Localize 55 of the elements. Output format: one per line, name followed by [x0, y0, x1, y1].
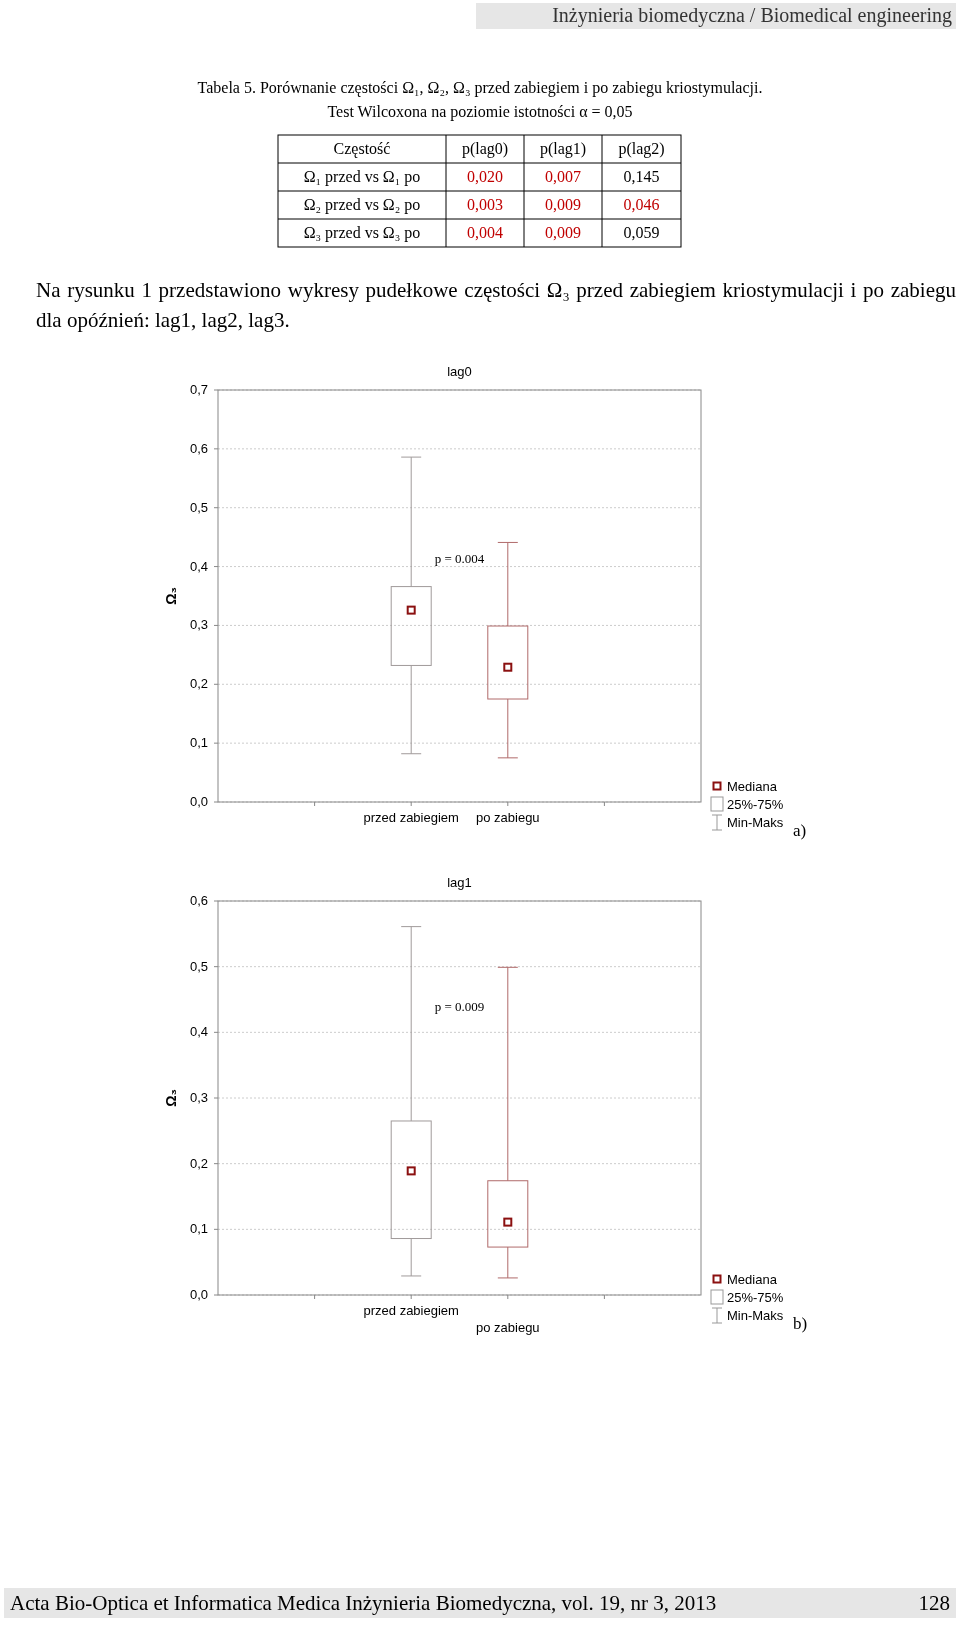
text: 25%-75%: [727, 1290, 784, 1305]
y-tick-label: 0,2: [189, 676, 208, 692]
category-label: Ω₁ przed vs Ω₁ po: [303, 168, 421, 185]
category-label: p(lag0): [461, 140, 509, 158]
text: 0,003: [467, 196, 503, 213]
text: 0,059: [623, 224, 660, 241]
text: 0,004: [467, 224, 503, 241]
text: 0,145: [623, 168, 660, 185]
text: Test Wilcoxona na poziomie istotności α = 0,05: [327, 103, 633, 121]
category-label: Ω₃ przed vs Ω₃ po: [303, 224, 421, 241]
text: Min-Maks: [727, 815, 784, 830]
y-axis-title: Ω₃: [163, 1089, 179, 1107]
text: Na rysunku 1 przedstawiono wykresy pudełkowe częstości Ω₃ przed zabiegiem kriostymulacji i po zabiegu dla opóźnień: lag1, lag2, lag3.: [36, 277, 956, 334]
text: Mediana: [727, 1272, 778, 1287]
text: Mediana: [727, 779, 778, 794]
y-tick-label: 0,5: [189, 499, 208, 515]
y-tick-label: 0,1: [189, 1221, 208, 1237]
annotation: p = 0.004: [434, 551, 485, 567]
x-tick-label: przed zabiegiem: [363, 1303, 459, 1318]
text: Inżynieria biomedyczna / Biomedical engineering: [552, 4, 952, 27]
y-tick-label: 0,6: [189, 440, 208, 456]
text: 0,020: [467, 168, 503, 185]
y-axis-title: Ω₃: [163, 587, 179, 605]
text: 25%-75%: [727, 797, 784, 812]
chart-title: lag0: [447, 364, 472, 379]
text: 0,009: [545, 196, 581, 213]
annotation: p = 0.009: [434, 999, 485, 1015]
category-label: p(lag2): [618, 140, 665, 158]
y-tick-label: 0,4: [189, 1024, 208, 1040]
y-tick-label: 0,0: [189, 1287, 208, 1302]
text: Tabela 5. Porównanie częstości Ω₁, Ω₂, Ω₃ przed zabiegiem i po zabiegu kriostymulacji.: [197, 79, 763, 97]
y-tick-label: 0,3: [189, 617, 208, 633]
y-tick-label: 0,1: [189, 735, 208, 751]
y-tick-label: 0,4: [189, 558, 208, 574]
text: a): [793, 821, 807, 840]
y-tick-label: 0,0: [189, 794, 208, 809]
y-tick-label: 0,6: [189, 893, 208, 908]
y-tick-label: 0,2: [189, 1155, 208, 1171]
x-tick-label: przed zabiegiem: [363, 810, 459, 825]
text: 128: [918, 1591, 950, 1615]
chart-title: lag1: [447, 875, 472, 890]
category-label: p(lag1): [539, 140, 587, 158]
y-tick-label: 0,7: [189, 382, 208, 397]
y-tick-label: 0,5: [189, 958, 208, 974]
x-tick-label: po zabiegu: [475, 810, 540, 825]
y-tick-label: 0,3: [189, 1090, 208, 1105]
category-label: Ω₂ przed vs Ω₂ po: [303, 196, 421, 213]
x-tick-label: po zabiegu: [475, 1320, 540, 1335]
text: Częstość: [333, 140, 391, 158]
text: 0,009: [545, 224, 581, 241]
text: Min-Maks: [727, 1308, 784, 1323]
text: 0,046: [623, 196, 660, 213]
text: b): [793, 1314, 808, 1333]
text: Acta Bio-Optica et Informatica Medica Inżynieria Biomedyczna, vol. 19, nr 3, 2013: [10, 1591, 717, 1615]
text: 0,007: [545, 168, 581, 185]
